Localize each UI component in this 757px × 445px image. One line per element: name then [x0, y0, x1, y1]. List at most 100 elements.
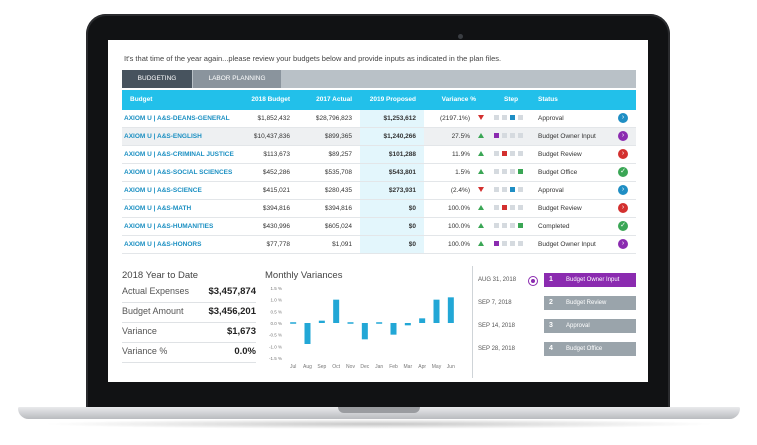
summary-row: Budget Amount $3,456,201	[122, 303, 256, 323]
step-indicator	[502, 115, 507, 120]
timeline-step-button[interactable]: 4 Budget Office	[544, 342, 636, 356]
summary-value: 0.0%	[234, 346, 256, 357]
col-header-2018-budget[interactable]: 2018 Budget	[251, 96, 290, 103]
budget-2018-value: $452,286	[262, 169, 290, 176]
chart-bar[interactable]	[433, 299, 440, 323]
table-row[interactable]: AXIOM U | A&S-SCIENCE $415,021 $280,435 $27…	[122, 182, 636, 200]
variance-value: 100.0%	[447, 223, 470, 230]
proposed-2019-value: $1,253,612	[383, 115, 416, 122]
trend-up-icon	[478, 205, 484, 210]
check-icon[interactable]: ✓	[618, 221, 628, 231]
timeline-step-button[interactable]: 3 Approval	[544, 319, 636, 333]
x-tick-label: Jul	[290, 364, 296, 370]
app-screen: It's that time of the year again...pleas…	[108, 40, 648, 382]
col-header-budget[interactable]: Budget	[130, 96, 153, 103]
table-row[interactable]: AXIOM U | A&S-HUMANITIES $430,996 $605,024…	[122, 218, 636, 236]
col-header-2019-proposed[interactable]: 2019 Proposed	[369, 96, 416, 103]
budget-name-link[interactable]: AXIOM U | A&S-HUMANITIES	[124, 223, 214, 230]
step-label: Budget Review	[566, 300, 607, 306]
arrow-right-icon[interactable]: ›	[618, 239, 628, 249]
timeline-date: SEP 28, 2018	[478, 346, 515, 352]
proposed-2019-value: $0	[408, 223, 416, 230]
x-tick-label: Jun	[447, 364, 455, 370]
chart-bar[interactable]	[390, 323, 397, 335]
variance-value: 27.5%	[451, 133, 470, 140]
budget-name-link[interactable]: AXIOM U | A&S-CRIMINAL JUSTICE	[124, 151, 234, 158]
budget-2018-value: $430,996	[262, 223, 290, 230]
chart-bar[interactable]	[333, 299, 340, 323]
arrow-right-icon[interactable]: ›	[618, 149, 628, 159]
x-tick-label: Feb	[389, 364, 398, 370]
table-row[interactable]: AXIOM U | A&S-DEANS-GENERAL $1,852,432 $28…	[122, 110, 636, 128]
laptop-base-notch	[338, 407, 420, 413]
check-icon[interactable]: ✓	[618, 167, 628, 177]
col-header-2017-actual[interactable]: 2017 Actual	[316, 96, 352, 103]
table-row[interactable]: AXIOM U | A&S-SOCIAL SCIENCES $452,286 $53…	[122, 164, 636, 182]
chart-bar[interactable]	[376, 322, 383, 324]
chart-bar[interactable]	[318, 320, 325, 323]
tab-labor-planning[interactable]: LABOR PLANNING	[193, 70, 281, 88]
arrow-right-icon[interactable]: ›	[618, 131, 628, 141]
chart-bar[interactable]	[404, 323, 411, 326]
trend-up-icon	[478, 151, 484, 156]
proposed-2019-value: $1,240,266	[383, 133, 416, 140]
tab-bar: BUDGETING LABOR PLANNING	[122, 70, 636, 88]
step-indicator	[510, 205, 515, 210]
table-row[interactable]: AXIOM U | A&S-MATH $394,816 $394,816 $0 100.…	[122, 200, 636, 218]
step-indicator	[518, 151, 523, 156]
col-header-status[interactable]: Status	[538, 96, 558, 103]
budget-2018-value: $394,816	[262, 205, 290, 212]
budget-name-link[interactable]: AXIOM U | A&S-MATH	[124, 205, 192, 212]
status-text: Budget Review	[538, 205, 582, 212]
status-text: Budget Review	[538, 151, 582, 158]
step-indicator	[494, 151, 499, 156]
actual-2017-value: $535,708	[324, 169, 352, 176]
y-tick-label: 0.0 %	[270, 321, 282, 326]
step-indicator	[518, 205, 523, 210]
budget-name-link[interactable]: AXIOM U | A&S-DEANS-GENERAL	[124, 115, 230, 122]
actual-2017-value: $89,257	[328, 151, 353, 158]
chart-bar[interactable]	[347, 322, 354, 324]
timeline-step-button[interactable]: 2 Budget Review	[544, 296, 636, 310]
actual-2017-value: $605,024	[324, 223, 352, 230]
intro-text: It's that time of the year again...pleas…	[124, 54, 502, 63]
arrow-right-icon[interactable]: ›	[618, 185, 628, 195]
laptop-shadow	[40, 419, 718, 429]
chart-bar[interactable]	[447, 297, 454, 323]
arrow-right-icon[interactable]: ›	[618, 113, 628, 123]
col-header-step[interactable]: Step	[504, 96, 519, 103]
budget-name-link[interactable]: AXIOM U | A&S-ENGLISH	[124, 133, 202, 140]
summary-row: Variance % 0.0%	[122, 343, 256, 363]
timeline-divider	[472, 266, 473, 378]
timeline-step-button[interactable]: 1 Budget Owner Input	[544, 273, 636, 287]
step-indicator	[502, 223, 507, 228]
tab-budgeting[interactable]: BUDGETING	[122, 70, 192, 88]
budget-name-link[interactable]: AXIOM U | A&S-SOCIAL SCIENCES	[124, 169, 233, 176]
table-row[interactable]: AXIOM U | A&S-ENGLISH $10,437,836 $899,365…	[122, 128, 636, 146]
chart-bar[interactable]	[304, 323, 311, 344]
monthly-variance-chart: 1.5 % 1.0 % 0.5 % 0.0 % -0.5 % -1.0 % -1.5 % Ju…	[269, 286, 455, 370]
summary-label: Budget Amount	[122, 306, 184, 316]
budget-2018-value: $113,673	[263, 151, 290, 158]
x-tick-label: Mar	[404, 364, 413, 370]
current-step-indicator-icon	[528, 276, 538, 286]
x-tick-label: Nov	[346, 364, 355, 370]
step-indicator	[494, 205, 499, 210]
proposed-2019-value: $0	[408, 205, 416, 212]
table-row[interactable]: AXIOM U | A&S-HONORS $77,778 $1,091 $0 100.0…	[122, 236, 636, 254]
chart-bar[interactable]	[361, 323, 368, 340]
col-header-variance[interactable]: Variance %	[441, 96, 476, 103]
table-row[interactable]: AXIOM U | A&S-CRIMINAL JUSTICE $113,673 $8…	[122, 146, 636, 164]
arrow-right-icon[interactable]: ›	[618, 203, 628, 213]
step-indicator	[510, 115, 515, 120]
step-indicator	[502, 241, 507, 246]
budget-name-link[interactable]: AXIOM U | A&S-HONORS	[124, 241, 202, 248]
step-indicator	[502, 169, 507, 174]
status-text: Approval	[538, 187, 564, 194]
step-indicator	[494, 169, 499, 174]
chart-bar[interactable]	[290, 322, 297, 324]
chart-bar[interactable]	[419, 318, 426, 323]
budget-name-link[interactable]: AXIOM U | A&S-SCIENCE	[124, 187, 202, 194]
summary-label: Variance %	[122, 346, 168, 356]
actual-2017-value: $28,796,823	[315, 115, 352, 122]
